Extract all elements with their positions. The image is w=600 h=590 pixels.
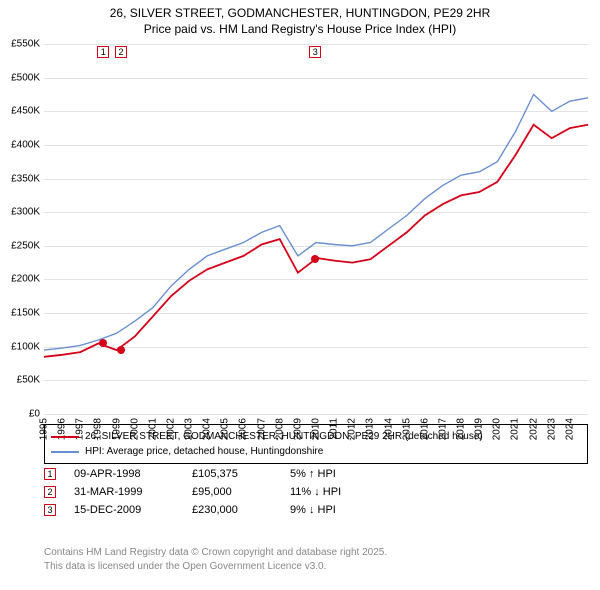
sales-row: 2 31-MAR-1999 £95,000 11% ↓ HPI: [44, 486, 588, 498]
sale-marker-dot: [117, 346, 125, 354]
legend: 26, SILVER STREET, GODMANCHESTER, HUNTIN…: [44, 424, 588, 464]
title-line-1: 26, SILVER STREET, GODMANCHESTER, HUNTIN…: [0, 6, 600, 22]
sale-marker-box: 3: [309, 46, 321, 58]
sales-row-marker: 2: [44, 486, 56, 498]
sale-marker-box: 2: [115, 46, 127, 58]
y-tick-label: £100K: [4, 341, 40, 352]
y-tick-label: £350K: [4, 173, 40, 184]
sales-row-diff: 5% ↑ HPI: [290, 468, 390, 480]
sales-row-price: £95,000: [192, 486, 272, 498]
chart-title: 26, SILVER STREET, GODMANCHESTER, HUNTIN…: [0, 0, 600, 37]
legend-item-property: 26, SILVER STREET, GODMANCHESTER, HUNTIN…: [51, 429, 581, 444]
title-line-2: Price paid vs. HM Land Registry's House …: [0, 22, 600, 38]
sales-row-marker: 3: [44, 504, 56, 516]
legend-item-hpi: HPI: Average price, detached house, Hunt…: [51, 444, 581, 459]
y-tick-label: £250K: [4, 240, 40, 251]
sale-marker-dot: [311, 255, 319, 263]
sales-row-marker: 1: [44, 468, 56, 480]
chart-lines: [44, 44, 588, 414]
footnote-line-2: This data is licensed under the Open Gov…: [44, 560, 387, 574]
sales-row-date: 31-MAR-1999: [74, 486, 174, 498]
y-tick-label: £50K: [4, 375, 40, 386]
sales-row-date: 09-APR-1998: [74, 468, 174, 480]
sales-table: 1 09-APR-1998 £105,375 5% ↑ HPI 2 31-MAR-1999…: [44, 468, 588, 522]
footnote: Contains HM Land Registry data © Crown c…: [44, 546, 387, 573]
y-tick-label: £150K: [4, 308, 40, 319]
sales-row-date: 15-DEC-2009: [74, 504, 174, 516]
series-line-property: [44, 125, 588, 357]
footnote-line-1: Contains HM Land Registry data © Crown c…: [44, 546, 387, 560]
legend-label-hpi: HPI: Average price, detached house, Hunt…: [85, 444, 323, 459]
y-tick-label: £300K: [4, 207, 40, 218]
legend-swatch-property: [51, 436, 79, 438]
sale-marker-dot: [99, 339, 107, 347]
sales-row-diff: 9% ↓ HPI: [290, 504, 390, 516]
legend-swatch-hpi: [51, 451, 79, 453]
sales-row: 3 15-DEC-2009 £230,000 9% ↓ HPI: [44, 504, 588, 516]
sales-row: 1 09-APR-1998 £105,375 5% ↑ HPI: [44, 468, 588, 480]
sales-row-price: £105,375: [192, 468, 272, 480]
sales-row-diff: 11% ↓ HPI: [290, 486, 390, 498]
legend-label-property: 26, SILVER STREET, GODMANCHESTER, HUNTIN…: [85, 429, 483, 444]
y-tick-label: £450K: [4, 106, 40, 117]
y-tick-label: £0: [4, 409, 40, 420]
sales-row-price: £230,000: [192, 504, 272, 516]
y-tick-label: £200K: [4, 274, 40, 285]
y-tick-label: £500K: [4, 72, 40, 83]
sale-marker-box: 1: [97, 46, 109, 58]
series-line-hpi: [44, 95, 588, 351]
y-tick-label: £400K: [4, 139, 40, 150]
y-tick-label: £550K: [4, 39, 40, 50]
chart-plot-area: £0£50K£100K£150K£200K£250K£300K£350K£400…: [44, 44, 588, 414]
